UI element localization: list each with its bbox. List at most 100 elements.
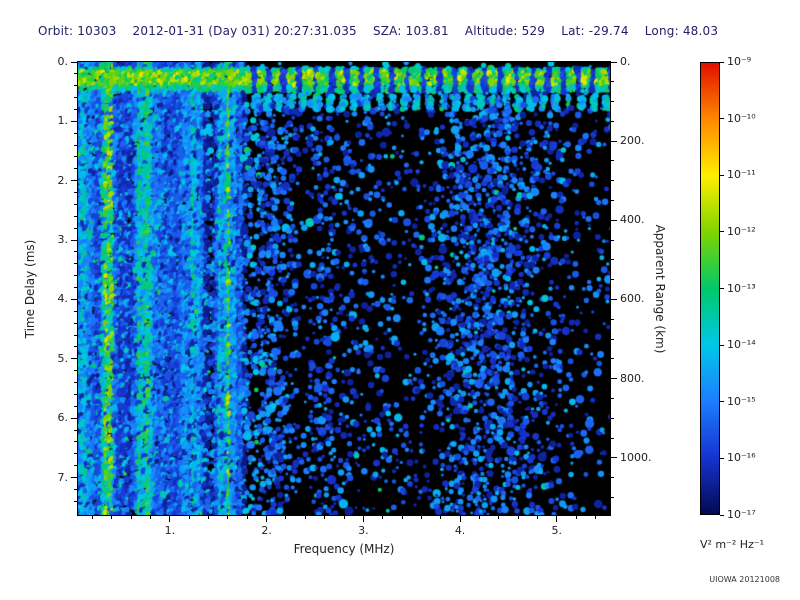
x-minor-tick <box>324 516 326 519</box>
y-right-tick-label: 600. <box>620 292 645 306</box>
y-right-minor-tick <box>611 477 614 479</box>
y-right-minor-tick <box>611 101 614 103</box>
y-left-minor-tick <box>74 287 77 289</box>
colorbar-tick <box>720 118 724 120</box>
y-right-tick-label: 1000. <box>620 450 652 464</box>
y-left-tick-label: 3. <box>57 233 69 247</box>
y-left-major-tick <box>71 61 77 63</box>
y-left-minor-tick <box>74 73 77 75</box>
colorbar-tick <box>720 401 724 403</box>
y-right-minor-tick <box>611 81 614 83</box>
colorbar-tick-label: 10⁻¹¹ <box>727 168 756 182</box>
y-left-minor-tick <box>74 227 77 229</box>
y-right-major-tick <box>611 298 617 300</box>
colorbar-tick <box>720 344 724 346</box>
y-right-tick-label: 400. <box>620 213 645 227</box>
x-minor-tick <box>130 516 132 519</box>
colorbar-tick <box>720 231 724 233</box>
y-left-minor-tick <box>74 132 77 134</box>
y-left-minor-tick <box>74 215 77 217</box>
y-left-tick-label: 7. <box>57 470 69 484</box>
credit-text: UIOWA 20121008 <box>709 575 780 584</box>
y-right-major-tick <box>611 61 617 63</box>
y-right-minor-tick <box>611 318 614 320</box>
y-left-minor-tick <box>74 453 77 455</box>
colorbar-tick-label: 10⁻¹⁵ <box>727 394 756 408</box>
y-left-minor-tick <box>74 263 77 265</box>
y-right-minor-tick <box>611 180 614 182</box>
x-major-tick <box>556 516 558 522</box>
x-minor-tick <box>111 516 113 519</box>
colorbar-tick-label: 10⁻¹⁴ <box>727 338 756 352</box>
y-left-minor-tick <box>74 370 77 372</box>
x-minor-tick <box>440 516 442 519</box>
y-left-minor-tick <box>74 156 77 158</box>
y-left-minor-tick <box>74 192 77 194</box>
y-left-minor-tick <box>74 322 77 324</box>
y-left-minor-tick <box>74 251 77 253</box>
y-right-minor-tick <box>611 358 614 360</box>
y-right-major-tick <box>611 457 617 459</box>
y-left-minor-tick <box>74 203 77 205</box>
x-major-tick <box>459 516 461 522</box>
x-minor-tick <box>227 516 229 519</box>
colorbar-tick-label: 10⁻¹⁶ <box>727 451 756 465</box>
y-left-major-tick <box>71 239 77 241</box>
y-left-tick-label: 0. <box>57 55 69 68</box>
x-major-tick <box>362 516 364 522</box>
spectrogram-frame <box>77 61 611 516</box>
colorbar-tick <box>720 61 724 63</box>
x-minor-tick <box>420 516 422 519</box>
x-major-tick <box>169 516 171 522</box>
x-minor-tick <box>498 516 500 519</box>
y-left-minor-tick <box>74 275 77 277</box>
colorbar-tick-label: 10⁻¹² <box>727 224 756 238</box>
y-axis-right-label: Apparent Range (km) <box>653 224 667 354</box>
header-info: Orbit: 10303 2012-01-31 (Day 031) 20:27:… <box>38 24 719 38</box>
y-right-minor-tick <box>611 200 614 202</box>
y-left-minor-tick <box>74 405 77 407</box>
y-left-minor-tick <box>74 108 77 110</box>
x-minor-tick <box>304 516 306 519</box>
y-left-minor-tick <box>74 393 77 395</box>
x-minor-tick <box>188 516 190 519</box>
y-right-minor-tick <box>611 259 614 261</box>
colorbar-tick-label: 10⁻¹⁷ <box>727 508 756 521</box>
y-left-minor-tick <box>74 382 77 384</box>
y-right-tick-label: 0. <box>620 55 631 68</box>
y-right-minor-tick <box>611 338 614 340</box>
y-right-major-tick <box>611 219 617 221</box>
y-right-minor-tick <box>611 120 614 122</box>
y-left-minor-tick <box>74 488 77 490</box>
x-major-tick <box>266 516 268 522</box>
x-minor-tick <box>208 516 210 519</box>
y-right-minor-tick <box>611 496 614 498</box>
y-left-major-tick <box>71 120 77 122</box>
colorbar-tick-label: 10⁻¹⁰ <box>727 111 756 125</box>
colorbar-tick <box>720 288 724 289</box>
y-left-minor-tick <box>74 97 77 99</box>
y-left-minor-tick <box>74 500 77 502</box>
colorbar <box>700 62 720 515</box>
colorbar-units-label: V² m⁻² Hz⁻¹ <box>699 538 765 551</box>
y-left-major-tick <box>71 477 77 479</box>
y-left-tick-label: 2. <box>57 173 69 187</box>
colorbar-tick <box>720 457 724 459</box>
x-minor-tick <box>536 516 538 519</box>
y-right-minor-tick <box>611 239 614 241</box>
y-right-minor-tick <box>611 417 614 419</box>
x-minor-tick <box>594 516 596 519</box>
y-left-major-tick <box>71 358 77 360</box>
y-left-major-tick <box>71 417 77 419</box>
colorbar-tick-label: 10⁻¹³ <box>727 281 756 295</box>
x-minor-tick <box>478 516 480 519</box>
y-left-tick-label: 1. <box>57 114 69 128</box>
y-right-minor-tick <box>611 160 614 162</box>
x-minor-tick <box>575 516 577 519</box>
spectrogram-canvas <box>78 62 610 515</box>
x-tick-label: 2. <box>261 524 272 537</box>
y-right-minor-tick <box>611 437 614 439</box>
x-minor-tick <box>343 516 345 519</box>
x-tick-label: 5. <box>551 524 563 537</box>
